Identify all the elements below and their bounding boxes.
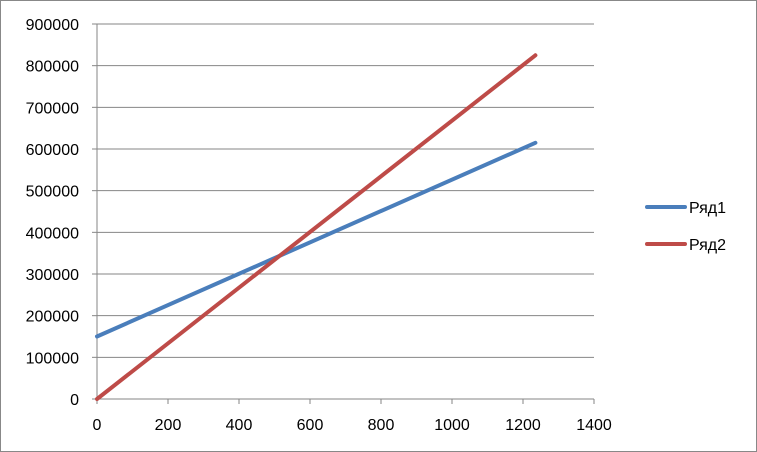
x-tick-label: 800 — [368, 417, 395, 434]
x-tick-label: 200 — [155, 417, 182, 434]
y-tick-label: 800000 — [26, 59, 79, 76]
series-lines — [95, 53, 538, 401]
x-tick-label: 1400 — [576, 417, 612, 434]
legend-label-2: Ряд2 — [689, 237, 726, 254]
y-tick-labels: 0 100000 200000 300000 400000 500000 600000 700… — [26, 17, 79, 409]
x-tick-label: 1000 — [434, 417, 470, 434]
y-tick-label: 200000 — [26, 309, 79, 326]
y-tick-label: 600000 — [26, 142, 79, 159]
y-tick-label: 900000 — [26, 17, 79, 34]
y-tick-label: 0 — [70, 392, 79, 409]
axes — [92, 23, 595, 404]
y-tick-label: 100000 — [26, 350, 79, 367]
x-tick-labels: 0 200 400 600 800 1000 1200 1400 — [93, 417, 612, 434]
y-tick-label: 700000 — [26, 100, 79, 117]
series-line-2 — [95, 53, 538, 401]
y-tick-label: 300000 — [26, 267, 79, 284]
x-tick-label: 400 — [226, 417, 253, 434]
x-tick-label: 0 — [93, 417, 102, 434]
y-tick-label: 400000 — [26, 225, 79, 242]
x-tick-label: 1200 — [505, 417, 541, 434]
gridlines — [97, 23, 594, 358]
legend: Ряд1 Ряд2 — [645, 200, 726, 254]
legend-label-1: Ряд1 — [689, 200, 726, 217]
series-line-1 — [95, 140, 538, 339]
x-tick-label: 600 — [297, 417, 324, 434]
y-tick-label: 500000 — [26, 184, 79, 201]
